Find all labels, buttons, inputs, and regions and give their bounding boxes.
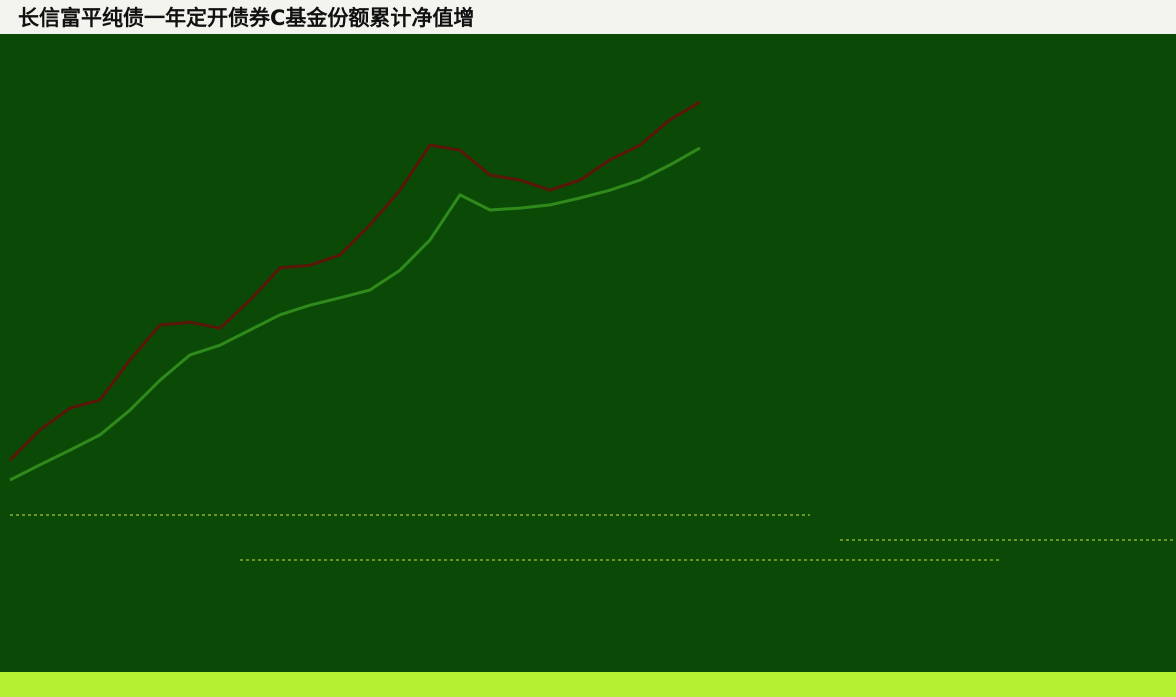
line-series <box>8 100 701 462</box>
title-bar <box>0 0 1176 34</box>
line-series <box>9 146 701 482</box>
footer-strip <box>0 672 1176 697</box>
chart-title: 长信富平纯债一年定开债券C基金份额累计净值增 <box>18 6 474 30</box>
